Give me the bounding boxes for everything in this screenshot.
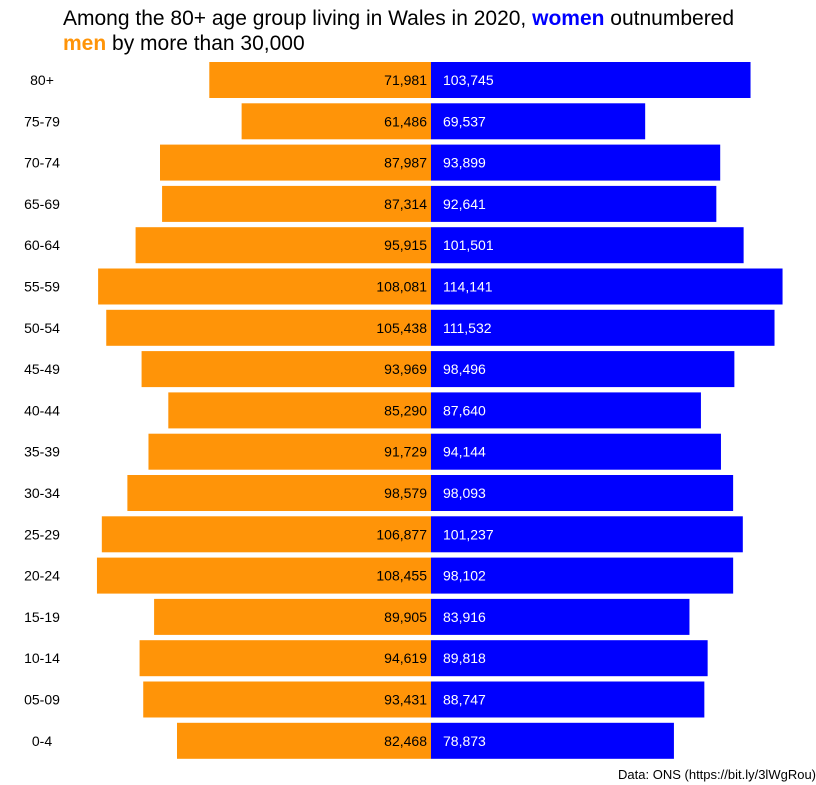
- category-label: 55-59: [24, 279, 60, 295]
- bar-women-15-19: [431, 598, 690, 635]
- category-label: 80+: [30, 72, 54, 88]
- value-label-women: 89,818: [443, 650, 486, 666]
- bar-women-75-79: [431, 103, 646, 140]
- category-label: 75-79: [24, 113, 60, 129]
- value-label-women: 87,640: [443, 402, 486, 418]
- bar-men-45-49: [141, 351, 431, 388]
- value-label-women: 98,102: [443, 568, 486, 584]
- value-label-women: 98,496: [443, 361, 486, 377]
- value-label-men: 108,081: [376, 279, 427, 295]
- bar-men-65-69: [162, 185, 431, 222]
- chart-title: Among the 80+ age group living in Wales …: [63, 6, 813, 56]
- bar-women-10-14: [431, 640, 708, 677]
- value-label-women: 103,745: [443, 72, 494, 88]
- bar-women-0-4: [431, 722, 674, 759]
- value-label-men: 87,314: [384, 196, 427, 212]
- bar-men-50-54: [106, 309, 431, 346]
- value-label-men: 87,987: [384, 155, 427, 171]
- data-source-caption: Data: ONS (https://bit.ly/3lWgRou): [618, 767, 816, 782]
- bar-women-70-74: [431, 144, 721, 181]
- category-label: 50-54: [24, 320, 60, 336]
- category-label: 15-19: [24, 609, 60, 625]
- category-label: 45-49: [24, 361, 60, 377]
- value-label-men: 95,915: [384, 237, 427, 253]
- value-label-men: 85,290: [384, 402, 427, 418]
- value-label-women: 114,141: [443, 279, 493, 295]
- category-label: 60-64: [24, 237, 60, 253]
- bar-men-15-19: [154, 598, 432, 635]
- value-label-women: 93,899: [443, 155, 486, 171]
- bar-women-40-44: [431, 392, 701, 429]
- bar-men-70-74: [160, 144, 431, 181]
- value-label-women: 94,144: [443, 444, 486, 460]
- category-label: 65-69: [24, 196, 60, 212]
- bar-women-30-34: [431, 475, 734, 511]
- category-label: 0-4: [32, 733, 52, 749]
- value-label-men: 93,969: [384, 361, 427, 377]
- bar-women-20-24: [431, 557, 734, 594]
- value-label-women: 88,747: [443, 692, 486, 708]
- bar-women-65-69: [431, 185, 717, 222]
- bar-men-60-64: [135, 227, 432, 264]
- value-label-men: 71,981: [384, 72, 427, 88]
- bar-men-30-34: [127, 475, 431, 511]
- bar-men-55-59: [98, 268, 431, 305]
- value-label-women: 98,093: [443, 485, 486, 501]
- value-label-women: 111,532: [443, 320, 492, 336]
- bar-men-80+: [209, 62, 431, 98]
- bar-men-20-24: [96, 557, 431, 594]
- title-part1: Among the 80+ age group living in Wales …: [63, 7, 533, 30]
- value-label-men: 98,579: [384, 485, 427, 501]
- value-label-men: 105,438: [376, 320, 427, 336]
- category-label: 10-14: [24, 650, 60, 666]
- bar-women-25-29: [431, 516, 743, 553]
- category-label: 05-09: [24, 692, 60, 708]
- title-part2: outnumbered: [604, 7, 735, 30]
- category-label: 20-24: [24, 568, 60, 584]
- bar-men-05-09: [143, 681, 431, 718]
- category-label: 35-39: [24, 444, 60, 460]
- title-women-word: women: [532, 7, 605, 30]
- bar-women-50-54: [431, 309, 775, 346]
- category-label: 70-74: [24, 155, 60, 171]
- value-label-women: 83,916: [443, 609, 486, 625]
- bar-men-0-4: [176, 722, 431, 759]
- value-label-women: 69,537: [443, 113, 486, 129]
- value-label-men: 108,455: [376, 568, 427, 584]
- value-label-women: 101,501: [443, 237, 494, 253]
- value-label-men: 89,905: [384, 609, 427, 625]
- value-label-men: 91,729: [384, 444, 427, 460]
- bar-women-35-39: [431, 433, 721, 470]
- title-men-word: men: [63, 32, 107, 55]
- category-label: 40-44: [24, 402, 60, 418]
- bar-women-05-09: [431, 681, 705, 718]
- value-label-women: 101,237: [443, 526, 494, 542]
- title-part3: by more than 30,000: [106, 32, 305, 55]
- bar-women-55-59: [431, 268, 783, 305]
- bar-men-25-29: [101, 516, 431, 553]
- bar-men-40-44: [168, 392, 431, 429]
- value-label-men: 82,468: [384, 733, 427, 749]
- bar-men-75-79: [241, 103, 431, 140]
- bar-women-60-64: [431, 227, 744, 264]
- value-label-men: 93,431: [384, 692, 427, 708]
- bar-men-10-14: [139, 640, 431, 677]
- value-label-men: 61,486: [384, 113, 427, 129]
- bar-women-80+: [431, 62, 751, 98]
- value-label-women: 92,641: [443, 196, 486, 212]
- category-label: 30-34: [24, 485, 60, 501]
- bar-men-35-39: [148, 433, 432, 470]
- bar-women-45-49: [431, 351, 735, 388]
- value-label-men: 94,619: [384, 650, 427, 666]
- value-label-women: 78,873: [443, 733, 486, 749]
- category-label: 25-29: [24, 526, 60, 542]
- value-label-men: 106,877: [376, 526, 427, 542]
